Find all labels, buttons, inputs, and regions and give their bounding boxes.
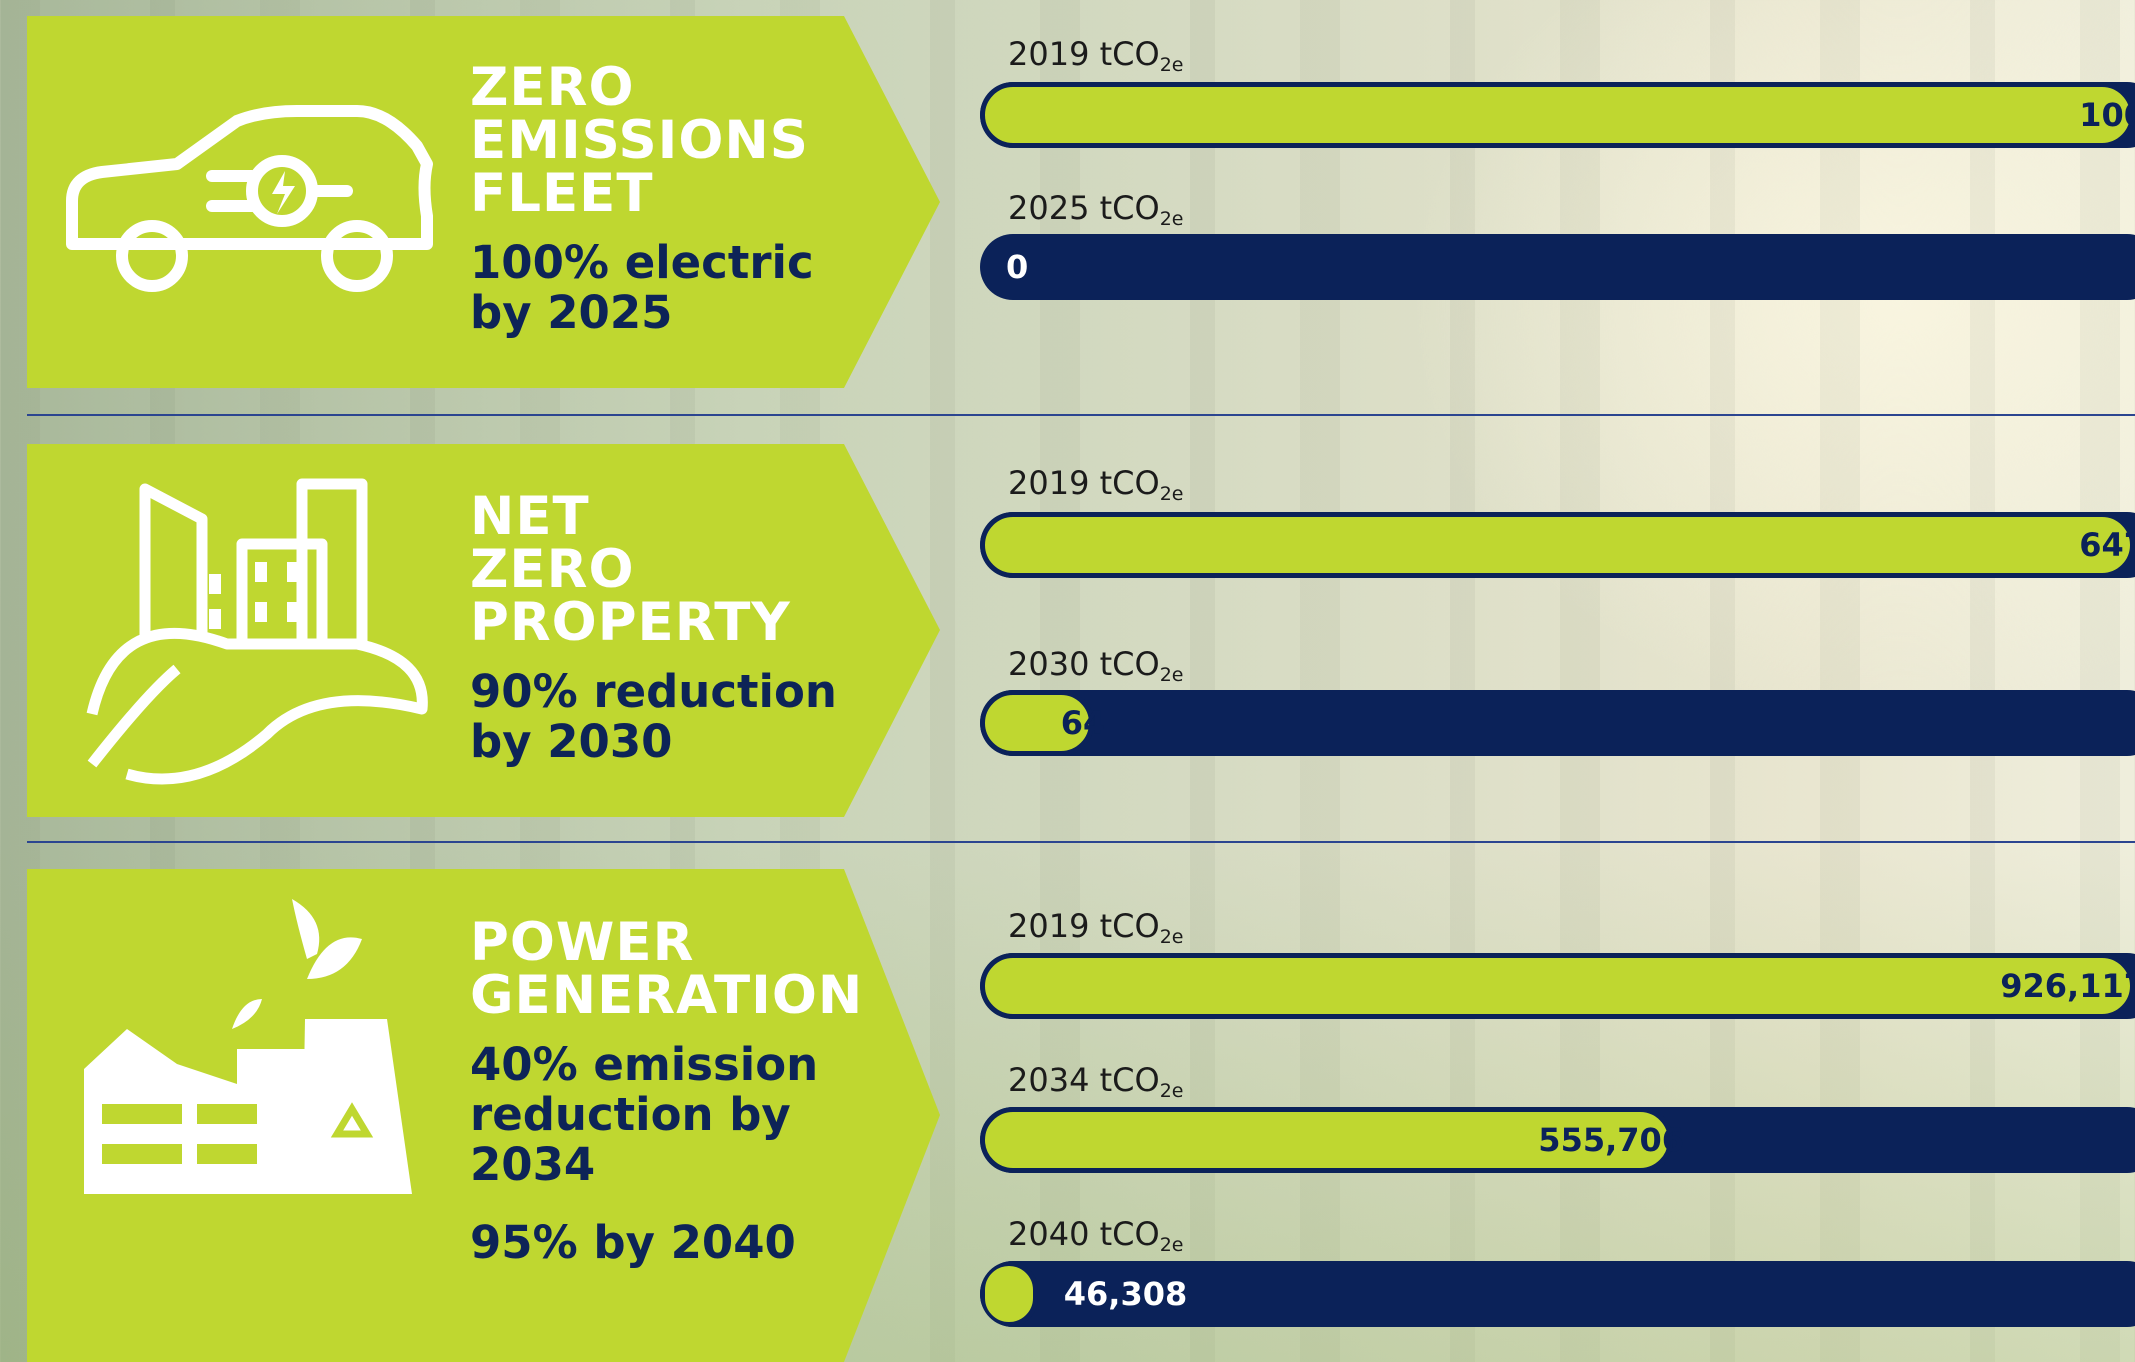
title-line: FLEET bbox=[470, 167, 814, 220]
bar-unit-sub: 2e bbox=[1160, 54, 1184, 76]
title-line: PROPERTY bbox=[470, 596, 837, 649]
value-label: 0 bbox=[1006, 234, 1028, 300]
value-label: 46,308 bbox=[1064, 1261, 1187, 1327]
bar-label: 2034 tCO2e bbox=[1008, 1062, 1183, 1109]
bar-unit-sub: 2e bbox=[1160, 664, 1184, 686]
bar-unit-sub: 2e bbox=[1160, 926, 1184, 948]
target-line: 40% emission bbox=[470, 1040, 863, 1090]
bar-unit: tCO bbox=[1100, 464, 1160, 502]
bar-unit: tCO bbox=[1100, 645, 1160, 683]
bar-unit-sub: 2e bbox=[1160, 483, 1184, 505]
title-line: NET bbox=[470, 490, 837, 543]
bar-track: 555,706 bbox=[980, 1107, 2135, 1173]
section-target: 95% by 2040 bbox=[470, 1218, 863, 1268]
bar-year: 2025 bbox=[1008, 189, 1089, 227]
bar bbox=[980, 1261, 1038, 1327]
title-line: ZERO bbox=[470, 61, 814, 114]
target-line: by 2030 bbox=[470, 717, 837, 767]
bar-label: 2025 tCO2e bbox=[1008, 190, 1183, 237]
page: ZEROEMISSIONSFLEET100% electricby 2025 N… bbox=[0, 0, 2135, 1362]
value-label: 647 bbox=[2079, 512, 2135, 578]
target-line: 100% electric bbox=[470, 238, 814, 288]
divider bbox=[27, 414, 2135, 416]
target-line: reduction by bbox=[470, 1090, 863, 1140]
bar-track: 46,308 bbox=[980, 1261, 2135, 1327]
bar-label: 2040 tCO2e bbox=[1008, 1216, 1183, 1263]
target-line: by 2025 bbox=[470, 288, 814, 338]
bar-label: 2019 tCO2e bbox=[1008, 465, 1183, 512]
target-line: 2034 bbox=[470, 1140, 863, 1190]
bar-unit-sub: 2e bbox=[1160, 208, 1184, 230]
bar-unit: tCO bbox=[1100, 1215, 1160, 1253]
bar-year: 2019 bbox=[1008, 464, 1089, 502]
title-line: EMISSIONS bbox=[470, 114, 814, 167]
bar-label: 2019 tCO2e bbox=[1008, 36, 1183, 83]
bar-year: 2019 bbox=[1008, 35, 1089, 73]
title-line: POWER bbox=[470, 916, 863, 969]
bar-unit: tCO bbox=[1100, 189, 1160, 227]
bar-year: 2030 bbox=[1008, 645, 1089, 683]
bar-unit: tCO bbox=[1100, 35, 1160, 73]
bar-unit: tCO bbox=[1100, 1061, 1160, 1099]
value-label: 555,706 bbox=[1538, 1107, 1684, 1173]
bar-label: 2030 tCO2e bbox=[1008, 646, 1183, 693]
bar-label: 2019 tCO2e bbox=[1008, 908, 1183, 955]
bar-unit-sub: 2e bbox=[1160, 1080, 1184, 1102]
bar bbox=[980, 953, 2135, 1019]
bar-year: 2040 bbox=[1008, 1215, 1089, 1253]
bar-unit: tCO bbox=[1100, 907, 1160, 945]
bar bbox=[980, 82, 2135, 148]
bar-track: 0 bbox=[980, 234, 2135, 300]
value-label: 926,117 bbox=[2000, 953, 2135, 1019]
bar-unit-sub: 2e bbox=[1160, 1234, 1184, 1256]
bar-year: 2019 bbox=[1008, 907, 1089, 945]
bar-track: 647 bbox=[980, 512, 2135, 578]
target-line: 95% by 2040 bbox=[470, 1218, 863, 1268]
title-line: GENERATION bbox=[470, 969, 863, 1022]
title-line: ZERO bbox=[470, 543, 837, 596]
bar-track: 926,117 bbox=[980, 953, 2135, 1019]
divider bbox=[27, 841, 2135, 843]
target-line: 90% reduction bbox=[470, 667, 837, 717]
bar-track: 100 bbox=[980, 82, 2135, 148]
bar-track: 64 bbox=[980, 690, 2135, 756]
bar-year: 2034 bbox=[1008, 1061, 1089, 1099]
value-label: 64 bbox=[1061, 690, 1106, 756]
value-label: 100 bbox=[2079, 82, 2135, 148]
bar bbox=[980, 512, 2135, 578]
